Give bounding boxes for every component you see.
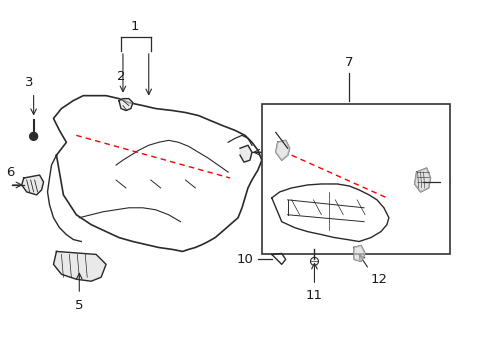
Text: 7: 7 bbox=[344, 56, 353, 69]
Text: 2: 2 bbox=[117, 70, 125, 83]
Text: 3: 3 bbox=[25, 76, 34, 89]
Polygon shape bbox=[414, 168, 429, 192]
Text: 5: 5 bbox=[75, 299, 83, 312]
Text: 12: 12 bbox=[370, 273, 387, 286]
Polygon shape bbox=[353, 246, 365, 261]
Text: 4: 4 bbox=[277, 146, 285, 159]
Text: 11: 11 bbox=[305, 289, 322, 302]
Polygon shape bbox=[21, 175, 43, 195]
Polygon shape bbox=[275, 140, 289, 160]
Polygon shape bbox=[53, 251, 106, 281]
Bar bbox=[262, 104, 449, 255]
Text: 9: 9 bbox=[263, 124, 271, 137]
Polygon shape bbox=[240, 145, 251, 162]
Text: 10: 10 bbox=[237, 253, 253, 266]
Text: 6: 6 bbox=[6, 166, 14, 179]
Text: 8: 8 bbox=[442, 175, 450, 189]
Polygon shape bbox=[119, 99, 133, 111]
Circle shape bbox=[30, 132, 38, 140]
Text: 1: 1 bbox=[130, 20, 139, 33]
